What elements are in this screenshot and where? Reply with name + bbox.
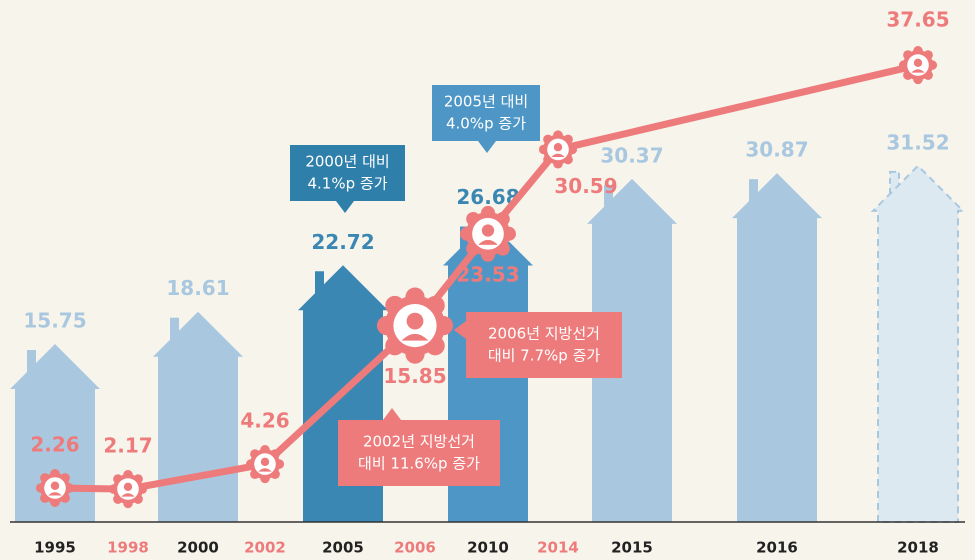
- callout-pointer: [383, 408, 401, 420]
- bar-value-label: 31.52: [886, 130, 949, 154]
- line-value-label: 30.59: [554, 174, 617, 198]
- x-tick-label: 2010: [467, 539, 509, 557]
- callout-box: [338, 420, 500, 486]
- house-bar: [732, 173, 822, 522]
- callout-text: 4.1%p 증가: [308, 175, 388, 193]
- x-tick-label: 2002: [244, 539, 286, 557]
- marker-head: [406, 312, 424, 330]
- bar-value-label: 30.87: [745, 138, 808, 162]
- callout-text: 2005년 대비: [444, 93, 528, 111]
- callout-text: 4.0%p 증가: [446, 115, 526, 133]
- marker-shoulders: [551, 153, 565, 157]
- bar-value-label: 18.61: [166, 276, 229, 300]
- callout-box: [466, 312, 622, 378]
- marker-head: [481, 224, 495, 237]
- bar-value-label: 22.72: [311, 230, 374, 254]
- x-tick-label: 2018: [897, 539, 939, 557]
- x-tick-label: 2014: [537, 539, 579, 557]
- chimney: [604, 184, 613, 207]
- callout-text: 2006년 지방선거: [488, 325, 600, 343]
- line-value-label: 23.53: [456, 262, 519, 286]
- callout-box: [432, 85, 540, 141]
- callout-pointer: [454, 321, 466, 339]
- marker-shoulders: [121, 493, 135, 497]
- callout-text: 대비 11.6%p 증가: [358, 455, 480, 473]
- bar-value-label: 15.75: [23, 309, 86, 333]
- marker-head: [553, 142, 563, 152]
- marker-shoulders: [48, 492, 62, 496]
- house-bar: [153, 311, 243, 522]
- x-tick-label: 2005: [322, 539, 364, 557]
- callout-text: 2002년 지방선거: [363, 433, 475, 451]
- x-tick-label: 2015: [611, 539, 653, 557]
- line-marker: [108, 470, 148, 509]
- chimney: [27, 350, 36, 373]
- x-tick-label: 1998: [107, 539, 149, 557]
- callout-pointer: [478, 141, 496, 153]
- marker-head: [123, 482, 133, 492]
- x-tick-label: 2000: [177, 539, 219, 557]
- marker-shoulders: [478, 239, 498, 245]
- callout-text: 대비 7.7%p 증가: [488, 347, 601, 365]
- line-value-label: 2.17: [103, 434, 152, 458]
- line-marker: [460, 205, 516, 262]
- line-segment: [124, 460, 269, 493]
- callout-text: 2000년 대비: [305, 153, 389, 171]
- house-bar: [587, 178, 677, 522]
- chimney: [315, 271, 324, 294]
- marker-head: [50, 481, 60, 490]
- line-value-label: 37.65: [886, 8, 949, 32]
- house-bar: [870, 164, 966, 523]
- line-marker: [538, 130, 578, 169]
- x-tick-label: 1995: [34, 539, 76, 557]
- marker-head: [260, 457, 270, 467]
- chimney: [749, 179, 758, 202]
- line-value-label: 2.26: [30, 432, 79, 456]
- x-tick-label: 2016: [756, 539, 798, 557]
- marker-shoulders: [401, 333, 429, 341]
- line-segment: [554, 61, 922, 153]
- line-marker: [898, 46, 938, 85]
- callout-box: [290, 145, 405, 201]
- marker-head: [913, 58, 923, 68]
- bar-value-label: 30.37: [600, 143, 663, 167]
- line-value-label: 15.85: [383, 364, 446, 388]
- house-bar: [10, 344, 100, 522]
- line-marker: [35, 468, 75, 508]
- line-marker: [376, 287, 454, 364]
- callout-pointer: [336, 201, 354, 213]
- x-tick-label: 2006: [394, 539, 436, 557]
- chimney: [170, 317, 179, 340]
- marker-shoulders: [911, 69, 925, 73]
- line-value-label: 4.26: [240, 409, 289, 433]
- marker-shoulders: [258, 468, 272, 472]
- line-marker: [245, 445, 285, 484]
